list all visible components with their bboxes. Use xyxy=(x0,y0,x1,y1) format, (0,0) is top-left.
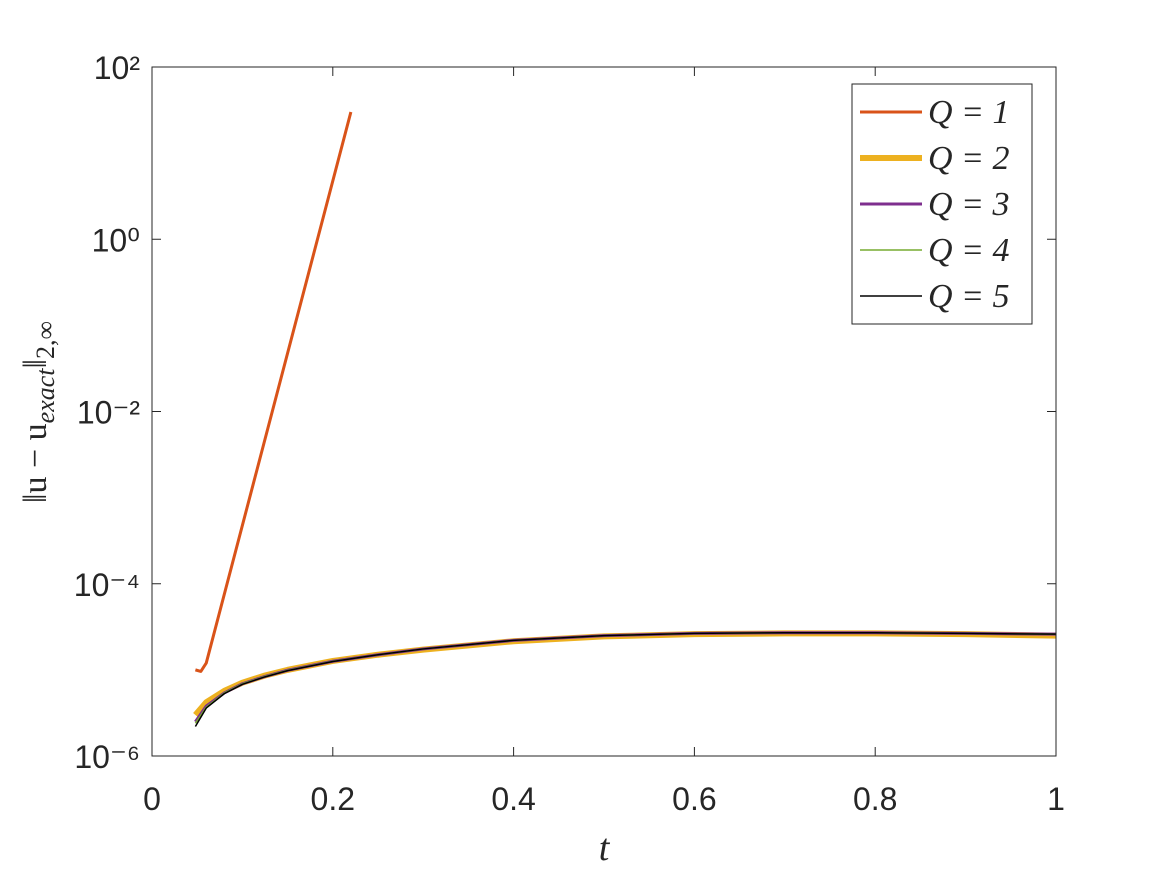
y-label-sub: 2,∞ xyxy=(31,321,60,359)
x-tick-label: 0 xyxy=(143,781,161,817)
y-tick-label: 10⁻⁶ xyxy=(74,739,140,775)
series-line xyxy=(194,631,1056,724)
x-tick-label: 0.2 xyxy=(311,781,355,817)
x-tick-label: 0.4 xyxy=(491,781,535,817)
series-line xyxy=(194,631,1056,723)
y-label-part: ‖u − u xyxy=(17,423,54,503)
x-tick-label: 0.8 xyxy=(853,781,897,817)
series-line xyxy=(193,630,1056,717)
y-axis-label: ‖u − uexact‖2,∞ xyxy=(17,321,60,503)
legend-label: Q = 5 xyxy=(928,278,1010,315)
legend-label: Q = 3 xyxy=(928,186,1010,223)
y-tick-label: 10² xyxy=(94,50,141,86)
y-label-part: ‖ xyxy=(17,359,54,369)
series-line xyxy=(194,111,353,673)
x-tick-label: 0.6 xyxy=(672,781,716,817)
y-tick-label: 10⁻⁴ xyxy=(74,567,140,603)
x-tick-label: 1 xyxy=(1047,781,1065,817)
series-line xyxy=(194,631,1056,727)
y-tick-label: 10⁻² xyxy=(77,395,140,431)
legend-label: Q = 4 xyxy=(928,232,1010,269)
y-tick-label: 10⁰ xyxy=(92,222,140,258)
y-label-sub: exact xyxy=(31,368,60,424)
legend-label: Q = 1 xyxy=(928,94,1010,131)
x-axis-label: t xyxy=(599,827,611,869)
legend-label: Q = 2 xyxy=(928,140,1010,177)
